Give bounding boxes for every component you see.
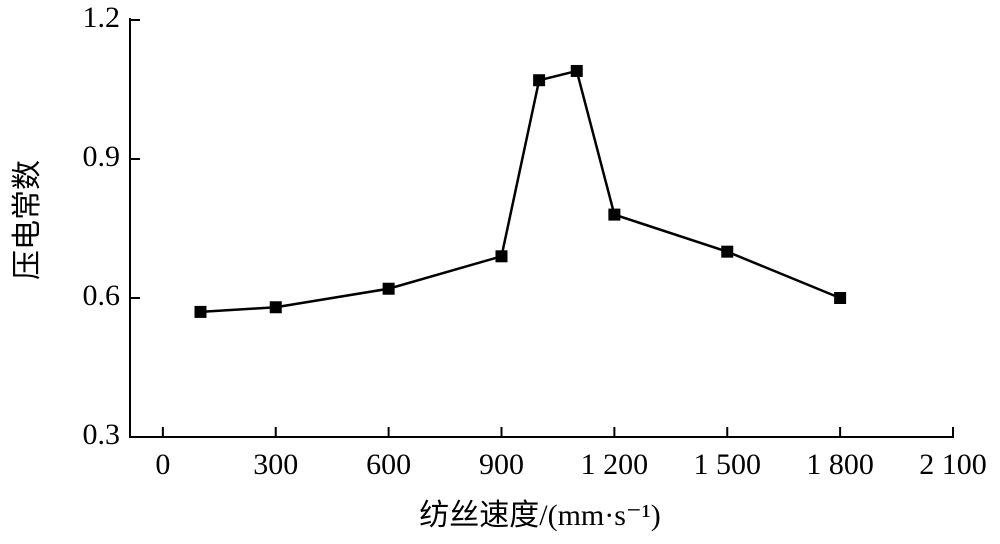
data-point xyxy=(570,64,583,77)
x-tick-label: 900 xyxy=(479,448,524,481)
y-tick-label: 1.2 xyxy=(83,1,121,34)
x-tick-label: 600 xyxy=(366,448,411,481)
x-tick-label: 0 xyxy=(155,448,170,481)
x-tick-label: 1 200 xyxy=(581,448,649,481)
x-tick-label: 1 800 xyxy=(806,448,874,481)
data-point xyxy=(608,208,621,221)
y-tick-label: 0.3 xyxy=(83,418,121,451)
data-point xyxy=(533,74,546,87)
x-tick-label: 300 xyxy=(253,448,298,481)
y-tick-label: 0.6 xyxy=(83,279,121,312)
data-point xyxy=(269,301,282,314)
x-tick-label: 2 100 xyxy=(919,448,987,481)
data-point xyxy=(194,305,207,318)
y-tick-label: 0.9 xyxy=(83,140,121,173)
data-point xyxy=(382,282,395,295)
data-point xyxy=(495,250,508,263)
data-point xyxy=(721,245,734,258)
data-line xyxy=(200,69,841,314)
y-axis-label: 压电常数 xyxy=(11,160,44,280)
x-tick-label: 1 500 xyxy=(693,448,761,481)
data-point xyxy=(834,292,847,304)
x-axis-label: 纺丝速度/(mm·s⁻¹) xyxy=(419,499,660,532)
